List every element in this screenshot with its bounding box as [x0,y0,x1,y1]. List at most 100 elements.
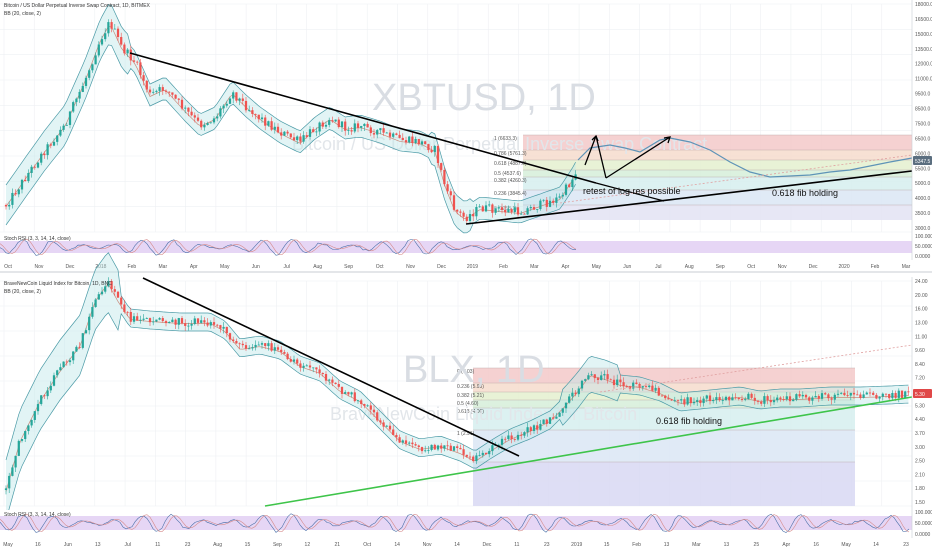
candle-body [254,344,257,348]
candle-body [513,207,516,213]
candle-body [763,396,766,404]
osc-tick-label: 0.0000 [915,254,931,260]
candle-body [72,102,75,112]
top-uptrend-line[interactable] [465,170,913,225]
candle-body [430,150,433,153]
bottom-downtrend-line[interactable] [142,277,520,457]
time-tick-label: 11 [155,542,160,548]
time-tick-label: 11 [514,542,519,548]
time-tick-label: Jun [623,264,631,270]
candle-body [299,136,302,142]
candle-body [532,425,536,431]
candle-body [136,61,139,63]
candle-body [436,145,440,164]
candle-body [891,392,894,399]
candle-body [347,392,350,395]
time-tick-label: Jul [283,264,289,270]
candle-body [488,451,491,455]
candle-body [776,397,779,401]
candle-body [273,126,276,130]
candle-body [334,382,337,385]
candle-body [420,447,424,452]
candle-body [452,195,456,210]
candle-body [107,22,110,34]
candle-body [411,442,414,445]
candle-body [17,189,20,195]
time-tick-label: 13 [95,542,101,548]
candle-body [676,400,680,402]
time-tick-label: Apr [190,264,198,270]
time-tick-label: May [3,542,13,548]
time-tick-label: Nov [406,264,415,270]
candle-body [296,136,299,141]
price-tick-label: 5.30 [915,403,925,409]
candle-body [705,395,708,399]
candle-body [43,395,46,397]
candle-body [539,423,542,430]
top-annotation-retest: retest of log res possible [583,186,681,196]
candle-body [136,316,139,321]
candle-body [600,375,603,380]
time-tick-label: 2019 [467,264,478,270]
candle-body [289,133,292,138]
price-tick-label: 20.00 [915,293,928,299]
price-tick-label: 11.00 [915,334,927,340]
top-downtrend-extension[interactable] [595,182,665,202]
bottom-osc-label: Stoch RSI (3, 3, 14, 14, close) [4,512,71,518]
candle-body [299,363,302,368]
candle-body [152,91,155,93]
candle-body [510,435,513,440]
fib-zone [473,408,855,430]
candle-body [324,374,328,381]
fib-level-label: 0.786 (5761.3) [494,151,527,157]
bottom-uptrend-line[interactable] [264,396,913,507]
fib-level-label: 0.5 (4.60) [457,401,479,407]
time-tick-label: Feb [128,264,137,270]
price-tick-label: 3000.0 [915,226,931,232]
candle-body [328,120,331,125]
candle-body [468,214,472,221]
candle-body [129,311,132,322]
candle-body [254,113,257,115]
candle-body [494,208,497,213]
candle-body [414,139,417,144]
candle-body [811,397,814,401]
candle-body [728,396,731,401]
time-tick-label: Aug [313,264,322,270]
candle-body [88,70,91,78]
candle-body [276,126,280,133]
candle-body [68,111,72,125]
candle-body [187,325,190,327]
candle-body [312,367,315,369]
time-tick-label: Dec [482,542,491,548]
candle-body [344,121,347,131]
candle-body [484,452,488,455]
candle-body [865,392,868,395]
candle-body [344,392,347,394]
price-tick-label: 24.00 [915,279,928,285]
time-tick-label: 2018 [95,264,106,270]
candle-body [139,62,142,76]
candle-body [529,427,532,431]
candle-body [552,200,555,203]
candle-body [411,136,414,144]
candle-body [356,123,360,128]
candle-body [372,133,376,135]
candle-body [596,378,600,380]
candle-body [417,445,420,448]
top-osc-d-line [0,238,577,256]
candle-body [843,392,846,396]
time-tick-label: Feb [871,264,880,270]
candle-body [766,396,769,401]
candle-body [350,392,353,395]
candle-body [292,359,296,362]
candle-body [849,392,852,396]
top-arrows[interactable] [584,134,671,179]
candle-body [148,89,152,93]
candle-body [321,122,324,127]
bottom-price-axis[interactable]: 24.0020.0016.0013.0011.009.608.407.206.2… [911,277,932,538]
top-price-axis[interactable]: 18000.0 16500.0 15000.0 13500.0 12000.0 11000… [911,0,932,260]
candle-body [606,374,609,380]
top-downtrend-line[interactable] [129,52,597,184]
